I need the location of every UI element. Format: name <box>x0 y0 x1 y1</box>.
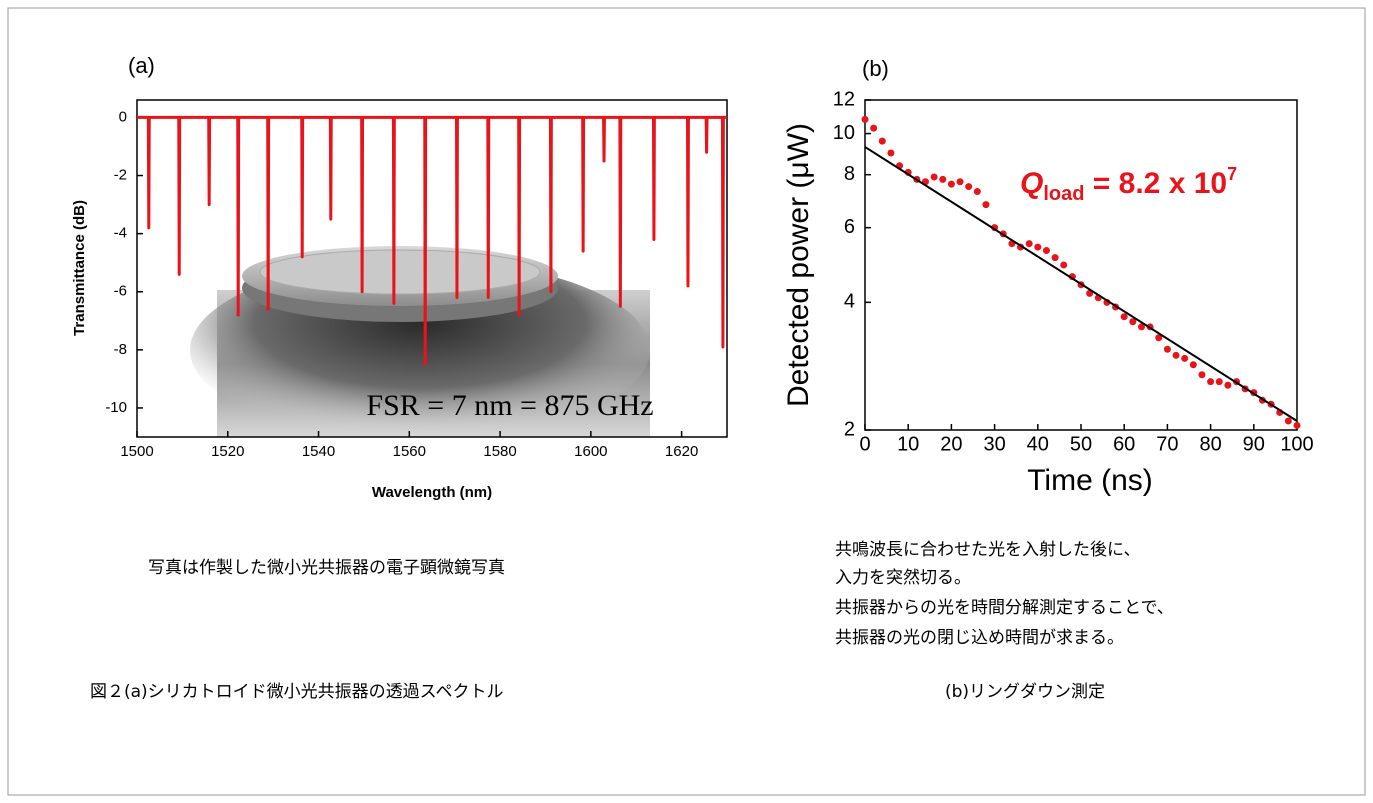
x-tick-label: 50 <box>1070 433 1092 455</box>
data-point <box>973 188 981 196</box>
data-point <box>1129 318 1137 326</box>
panel-label: (a) <box>128 53 155 78</box>
data-point <box>939 175 947 183</box>
x-axis-label: Time (ns) <box>1027 464 1153 497</box>
annotation-part: = 8.2 x 10 <box>1084 167 1227 200</box>
annotation-part: 7 <box>1227 164 1237 184</box>
annotation: FSR = 7 nm = 875 GHz <box>366 389 653 422</box>
y-tick-label: 2 <box>844 418 855 440</box>
x-tick-label: 10 <box>897 433 919 455</box>
y-tick-label: 4 <box>844 291 855 313</box>
y-tick-label: -6 <box>114 283 127 300</box>
x-tick-label: 0 <box>859 433 870 455</box>
sem-image <box>190 246 650 440</box>
data-point <box>1172 351 1180 359</box>
data-point <box>982 201 990 209</box>
data-point <box>1137 323 1145 331</box>
data-point <box>1060 261 1068 269</box>
figure-caption: (b)リングダウン測定 <box>945 682 1105 702</box>
spectrum-line <box>137 115 727 366</box>
method-note: 共振器の光の閉じ込め時間が求まる。 <box>835 628 1124 648</box>
y-tick-label: 12 <box>833 88 855 110</box>
x-tick-label: 70 <box>1156 433 1178 455</box>
data-point <box>870 124 878 132</box>
page-frame <box>7 7 1366 796</box>
data-point <box>861 115 869 123</box>
x-tick-label: 1500 <box>120 443 153 460</box>
annotation: Qload = 8.2 x 107 <box>1020 164 1237 206</box>
x-tick-label: 20 <box>940 433 962 455</box>
x-tick-label: 40 <box>1027 433 1049 455</box>
data-point <box>1034 243 1042 251</box>
panel-label: (b) <box>862 56 889 81</box>
figure-caption: 図２(a)シリカトロイド微小光共振器の透過スペクトル <box>90 682 504 702</box>
x-tick-label: 60 <box>1113 433 1135 455</box>
y-tick-label: -2 <box>114 167 127 184</box>
method-note: 入力を突然切る。 <box>835 568 971 588</box>
data-point <box>1155 334 1163 342</box>
data-point <box>1207 378 1215 386</box>
x-tick-label: 1520 <box>211 443 244 460</box>
y-axis-label: Transmittance (dB) <box>71 200 88 336</box>
x-tick-label: 80 <box>1199 433 1221 455</box>
x-tick-label: 1620 <box>665 443 698 460</box>
data-point <box>1189 361 1197 369</box>
data-point <box>878 137 886 145</box>
data-point <box>1120 313 1128 321</box>
data-point <box>1051 254 1059 262</box>
data-point <box>965 183 973 191</box>
data-point <box>1042 247 1050 255</box>
y-tick-label: -10 <box>105 399 127 416</box>
annotation-part: Q <box>1020 167 1043 200</box>
data-point <box>947 180 955 188</box>
x-tick-label: 30 <box>983 433 1005 455</box>
y-tick-label: 6 <box>844 216 855 238</box>
data-point <box>1198 371 1206 379</box>
data-point <box>1025 240 1033 248</box>
data-point <box>956 178 964 186</box>
y-axis-label: Detected power (μW) <box>782 123 815 407</box>
y-tick-label: 10 <box>833 122 855 144</box>
data-point <box>1163 345 1171 353</box>
x-tick-label: 1560 <box>393 443 426 460</box>
data-point <box>1293 421 1301 429</box>
y-tick-label: -8 <box>114 341 127 358</box>
data-point <box>1181 354 1189 362</box>
method-note: 共振器からの光を時間分解測定することで、 <box>835 598 1174 618</box>
y-tick-label: 0 <box>119 108 127 125</box>
data-point <box>887 149 895 157</box>
x-tick-label: 100 <box>1280 433 1313 455</box>
photo-note: 写真は作製した微小光共振器の電子顕微鏡写真 <box>148 558 505 578</box>
data-point <box>930 173 938 181</box>
fit-line <box>864 146 1298 422</box>
x-tick-label: 1540 <box>302 443 335 460</box>
x-tick-label: 1580 <box>483 443 516 460</box>
y-tick-label: 8 <box>844 163 855 185</box>
data-point <box>1224 381 1232 389</box>
x-tick-label: 1600 <box>574 443 607 460</box>
x-axis-label: Wavelength (nm) <box>372 484 492 501</box>
method-note: 共鳴波長に合わせた光を入射した後に、 <box>835 540 1141 560</box>
data-point <box>1215 378 1223 386</box>
annotation-part: load <box>1043 183 1084 205</box>
data-point <box>1284 417 1292 425</box>
plot-frame <box>136 99 728 438</box>
x-tick-label: 90 <box>1243 433 1265 455</box>
y-tick-label: -4 <box>114 225 127 242</box>
